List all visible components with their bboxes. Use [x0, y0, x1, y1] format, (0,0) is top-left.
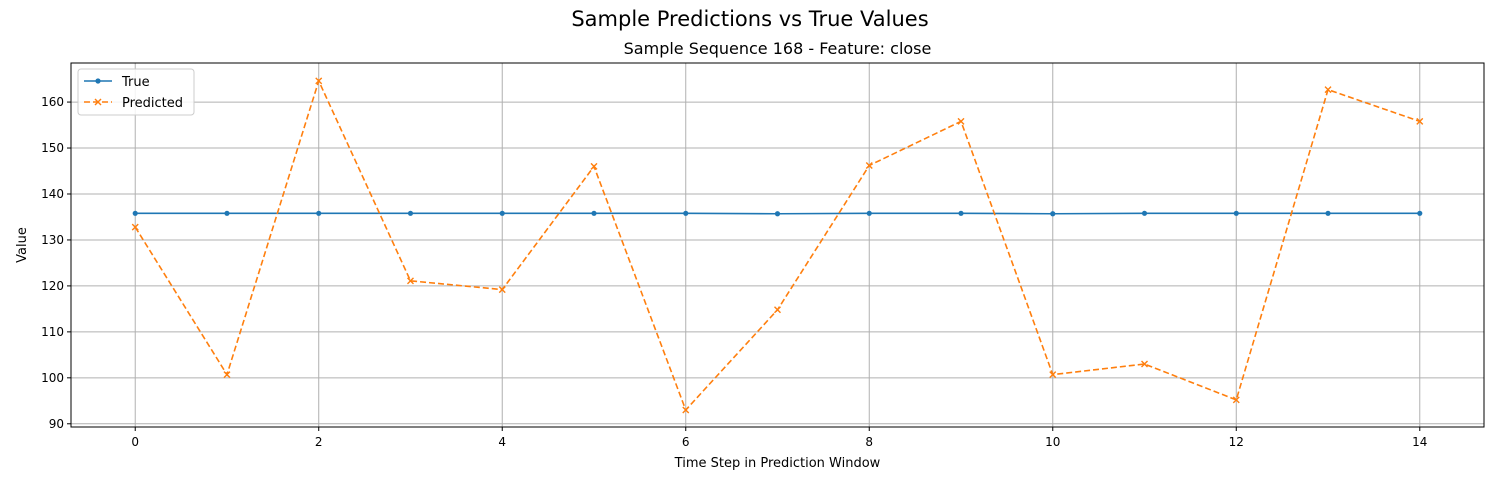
- data-point-predicted: [406, 277, 414, 285]
- legend-label-true: True: [121, 75, 150, 90]
- data-point-true: [1050, 211, 1056, 217]
- series-predicted: [131, 77, 1424, 414]
- data-point-predicted: [682, 406, 690, 414]
- x-tick-label: 14: [1412, 435, 1427, 449]
- y-tick-label: 130: [41, 233, 64, 247]
- y-tick-label: 110: [41, 325, 64, 339]
- data-point-true: [1325, 210, 1331, 216]
- data-point-true: [316, 210, 322, 216]
- chart-suptitle: Sample Predictions vs True Values: [571, 7, 928, 31]
- legend-marker-true: [95, 78, 101, 84]
- y-tick-label: 120: [41, 279, 64, 293]
- plot-area-frame: [70, 62, 1485, 428]
- data-point-true: [407, 210, 414, 216]
- x-tick-label: 12: [1229, 435, 1244, 449]
- y-tick-label: 100: [41, 371, 64, 385]
- data-point-predicted: [590, 162, 598, 170]
- data-point-predicted: [498, 286, 506, 294]
- y-axis-label: Value: [15, 227, 30, 263]
- data-point-predicted: [1416, 117, 1424, 125]
- data-point-predicted: [1324, 86, 1332, 94]
- data-point-true: [132, 210, 138, 216]
- data-point-true: [1141, 210, 1148, 216]
- x-tick-label: 10: [1045, 435, 1060, 449]
- x-tick-label: 6: [682, 435, 690, 449]
- chart-title: Sample Sequence 168 - Feature: close: [624, 39, 932, 58]
- grid-lines: [71, 63, 1484, 427]
- data-point-true: [958, 210, 964, 216]
- legend-marker-predicted: [94, 98, 102, 106]
- y-tick-label: 140: [41, 187, 64, 201]
- x-tick-label: 2: [315, 435, 323, 449]
- data-point-true: [683, 210, 689, 216]
- data-point-predicted: [774, 306, 781, 314]
- axis-ticks: 0 2 4 6 8 10 12 14 90 100 110 120 130 140 150 160: [41, 95, 1427, 449]
- data-point-predicted: [1232, 396, 1240, 404]
- data-point-predicted: [865, 161, 873, 169]
- series-line-predicted: [134, 78, 1421, 412]
- data-point-predicted: [315, 77, 323, 85]
- data-point-true: [774, 211, 781, 217]
- x-tick-label: 0: [131, 435, 139, 449]
- legend: True Predicted: [77, 68, 195, 116]
- data-point-predicted: [1049, 371, 1057, 379]
- series-layer: [131, 77, 1424, 414]
- series-true: [132, 210, 1423, 217]
- legend-label-predicted: Predicted: [122, 96, 183, 111]
- data-point-true: [866, 210, 872, 216]
- data-point-predicted: [957, 117, 965, 125]
- data-point-true: [224, 210, 230, 216]
- legend-x-marker: [94, 98, 102, 106]
- data-point-true: [1233, 210, 1239, 216]
- data-point-predicted: [131, 223, 139, 231]
- y-tick-label: 90: [49, 417, 64, 431]
- x-tick-label: 4: [498, 435, 506, 449]
- data-point-true: [591, 210, 597, 216]
- x-tick-label: 8: [865, 435, 873, 449]
- data-point-true: [1417, 210, 1423, 216]
- data-point-predicted: [223, 371, 231, 379]
- data-point-predicted: [1141, 360, 1149, 368]
- data-point-true: [499, 210, 505, 216]
- y-tick-label: 150: [41, 141, 64, 155]
- y-tick-label: 160: [41, 95, 64, 109]
- x-axis-label: Time Step in Prediction Window: [674, 456, 881, 471]
